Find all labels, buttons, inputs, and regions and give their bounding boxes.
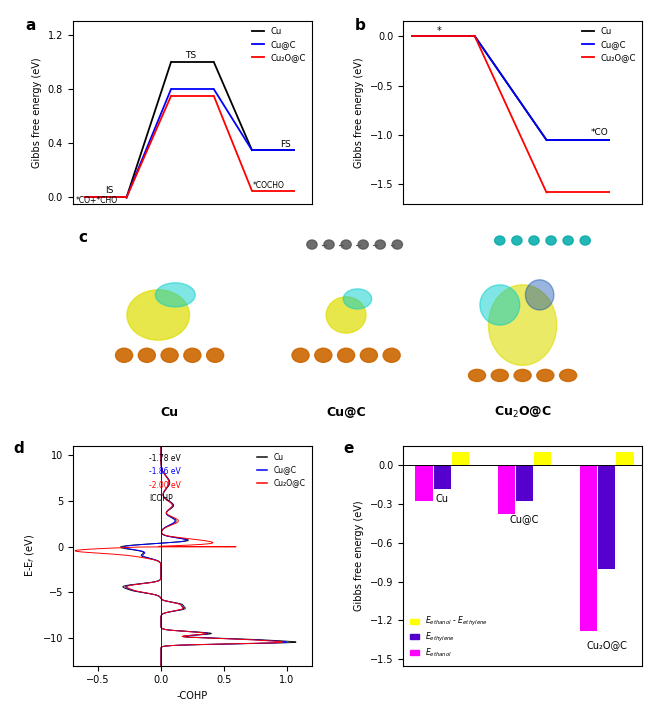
Legend: Cu, Cu@C, Cu₂O@C: Cu, Cu@C, Cu₂O@C [250,25,308,64]
Ellipse shape [491,370,508,382]
Legend: $E_{ethanol}$ - $E_{ethylene}$, $E_{ethylene}$, $E_{ethanol}$: $E_{ethanol}$ - $E_{ethylene}$, $E_{ethy… [406,612,491,662]
Text: *CO: *CO [591,128,608,137]
Ellipse shape [526,280,554,310]
Bar [498,465,515,514]
Ellipse shape [514,370,531,382]
Ellipse shape [489,285,557,365]
Ellipse shape [324,240,334,249]
Ellipse shape [156,282,195,307]
Ellipse shape [343,289,372,309]
Ellipse shape [161,348,178,362]
Ellipse shape [360,348,377,362]
Ellipse shape [358,240,368,249]
Bar [616,452,634,465]
Ellipse shape [495,236,505,245]
Ellipse shape [563,236,573,245]
Text: e: e [343,442,354,457]
Text: a: a [25,18,35,33]
Y-axis label: Gibbs free energy (eV): Gibbs free energy (eV) [354,501,364,611]
Ellipse shape [314,348,332,362]
Text: c: c [79,230,87,246]
Y-axis label: Gibbs free energy (eV): Gibbs free energy (eV) [32,57,42,168]
Text: Cu@C: Cu@C [510,514,539,525]
Legend: Cu, Cu@C, Cu₂O@C: Cu, Cu@C, Cu₂O@C [580,25,638,64]
Ellipse shape [546,236,556,245]
Bar [580,465,597,631]
Text: *: * [436,26,441,36]
Bar [434,465,451,489]
Ellipse shape [469,370,485,382]
Ellipse shape [326,297,366,333]
Ellipse shape [341,240,352,249]
Text: Cu: Cu [436,493,449,503]
Ellipse shape [580,236,591,245]
Ellipse shape [480,285,520,325]
X-axis label: -COHP: -COHP [177,691,208,701]
Ellipse shape [292,348,309,362]
Ellipse shape [127,290,189,340]
Bar [451,452,469,465]
Ellipse shape [392,240,402,249]
Text: -1.78 eV: -1.78 eV [150,455,181,463]
Ellipse shape [184,348,201,362]
Ellipse shape [115,348,132,362]
Text: FS: FS [280,140,291,149]
Bar [534,452,551,465]
Ellipse shape [307,240,317,249]
Legend: Cu, Cu@C, Cu₂O@C: Cu, Cu@C, Cu₂O@C [254,450,308,491]
Ellipse shape [512,236,522,245]
Text: Cu$_2$O@C: Cu$_2$O@C [494,405,551,420]
Ellipse shape [529,236,539,245]
Text: b: b [355,18,366,33]
Text: d: d [13,442,24,457]
Ellipse shape [207,348,224,362]
Text: IS: IS [105,186,113,195]
Ellipse shape [375,240,385,249]
Ellipse shape [559,370,577,382]
Text: -1.86 eV: -1.86 eV [150,467,181,476]
Text: Cu: Cu [161,406,179,418]
Text: -2.00 eV: -2.00 eV [150,481,181,490]
Bar [416,465,433,501]
Ellipse shape [537,370,554,382]
Bar [516,465,533,501]
Text: TS: TS [185,51,196,60]
Text: Cu@C: Cu@C [326,406,366,418]
Y-axis label: Gibbs free energy (eV): Gibbs free energy (eV) [354,57,364,168]
Text: Cu₂O@C: Cu₂O@C [587,640,628,650]
Text: ICOHP: ICOHP [150,493,173,503]
Ellipse shape [383,348,400,362]
Ellipse shape [138,348,156,362]
Text: *CO+*CHO: *CO+*CHO [75,196,118,205]
Bar [598,465,616,569]
Text: *COCHO: *COCHO [252,181,285,190]
Ellipse shape [338,348,355,362]
Y-axis label: E-E$_f$ (eV): E-E$_f$ (eV) [24,534,37,577]
